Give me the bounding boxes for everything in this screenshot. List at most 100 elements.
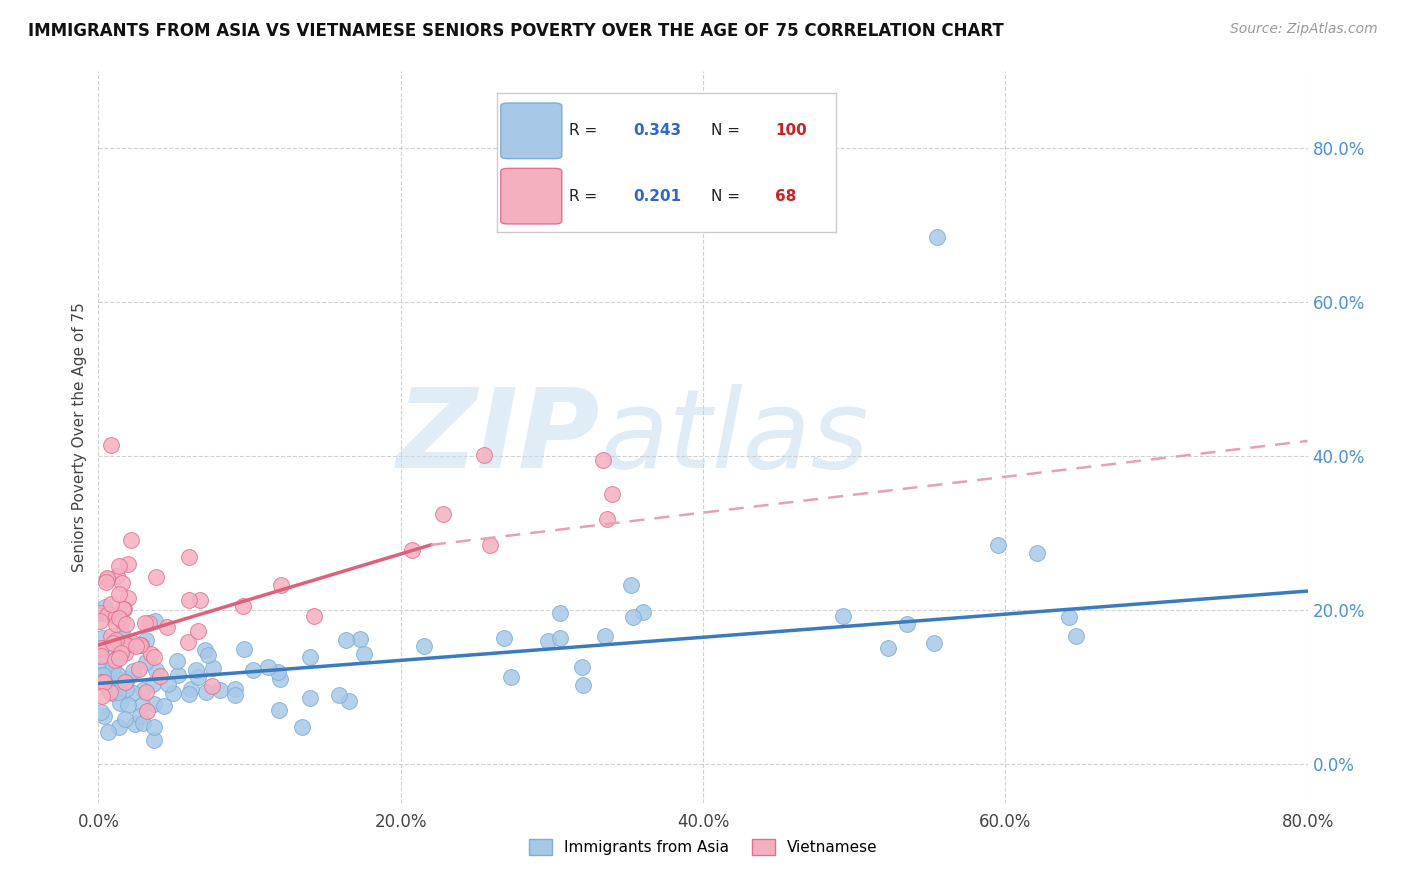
Point — [108, 651, 131, 665]
Point — [571, 677, 593, 691]
Point — [142, 649, 165, 664]
Point — [120, 533, 142, 547]
Point — [167, 667, 190, 681]
Text: ZIP: ZIP — [396, 384, 600, 491]
Point — [472, 448, 495, 462]
Point — [548, 606, 571, 620]
Point — [110, 697, 132, 711]
Point — [93, 708, 115, 723]
Point — [257, 660, 280, 674]
Point — [131, 638, 153, 652]
Point — [291, 720, 314, 734]
Point — [111, 627, 134, 641]
Point — [91, 668, 114, 682]
Point — [110, 647, 132, 661]
Point — [90, 641, 112, 656]
Point — [188, 593, 211, 607]
Point — [232, 642, 254, 657]
Point — [432, 508, 454, 522]
Point — [619, 578, 641, 592]
Point — [96, 572, 118, 586]
Point — [831, 609, 853, 624]
Point — [97, 682, 120, 697]
Point — [107, 668, 129, 682]
Point — [128, 662, 150, 676]
Point — [100, 661, 122, 675]
Point — [100, 630, 122, 644]
Point — [96, 677, 118, 691]
Point — [101, 686, 124, 700]
Point — [142, 733, 165, 747]
Point — [100, 438, 122, 452]
Point — [100, 673, 122, 687]
Point — [114, 646, 136, 660]
Point — [145, 663, 167, 677]
Point — [90, 649, 112, 664]
Point — [117, 591, 139, 605]
Point — [153, 699, 176, 714]
Point — [143, 614, 166, 628]
Point — [1059, 610, 1081, 624]
Point — [224, 688, 246, 702]
Point — [107, 587, 129, 601]
Point — [115, 638, 138, 652]
Point — [105, 569, 128, 583]
Point — [89, 614, 111, 628]
Point — [91, 631, 114, 645]
Point — [134, 616, 156, 631]
Point — [595, 629, 617, 643]
Point — [89, 648, 111, 662]
Point — [111, 602, 134, 616]
Point — [299, 650, 322, 665]
Point — [110, 646, 132, 660]
Point — [135, 655, 157, 669]
Point — [104, 616, 127, 631]
Point — [132, 716, 155, 731]
Point — [187, 670, 209, 684]
Point — [93, 600, 115, 615]
Point — [114, 674, 136, 689]
Point — [128, 709, 150, 723]
Point — [101, 636, 124, 650]
Point — [138, 615, 160, 630]
Point — [97, 607, 120, 622]
Point — [100, 646, 122, 660]
Point — [571, 660, 593, 674]
Point — [633, 605, 655, 619]
Point — [131, 698, 153, 712]
Point — [108, 720, 131, 734]
Point — [142, 677, 165, 691]
Point — [122, 636, 145, 650]
Point — [111, 615, 134, 629]
Point — [621, 610, 644, 624]
Point — [269, 703, 291, 717]
Point — [179, 549, 201, 564]
Point — [298, 690, 321, 705]
Point — [195, 684, 218, 698]
Point — [122, 665, 145, 679]
Point — [114, 712, 136, 726]
Point — [896, 617, 918, 632]
Point — [337, 694, 360, 708]
Point — [97, 665, 120, 679]
Point — [93, 675, 115, 690]
Point — [194, 643, 217, 657]
Point — [302, 608, 325, 623]
Point — [104, 653, 127, 667]
Point — [117, 698, 139, 713]
Point — [90, 705, 112, 719]
Point — [101, 659, 124, 673]
Point — [110, 632, 132, 646]
Point — [166, 654, 188, 668]
Point — [90, 641, 112, 656]
Point — [208, 683, 231, 698]
Point — [177, 635, 200, 649]
Point — [592, 453, 614, 467]
Point — [177, 593, 200, 607]
Point — [125, 639, 148, 653]
Point — [1026, 546, 1049, 560]
Point — [349, 632, 371, 647]
Point — [353, 647, 375, 661]
Point — [105, 650, 128, 665]
Text: IMMIGRANTS FROM ASIA VS VIETNAMESE SENIORS POVERTY OVER THE AGE OF 75 CORRELATIO: IMMIGRANTS FROM ASIA VS VIETNAMESE SENIO… — [28, 22, 1004, 40]
